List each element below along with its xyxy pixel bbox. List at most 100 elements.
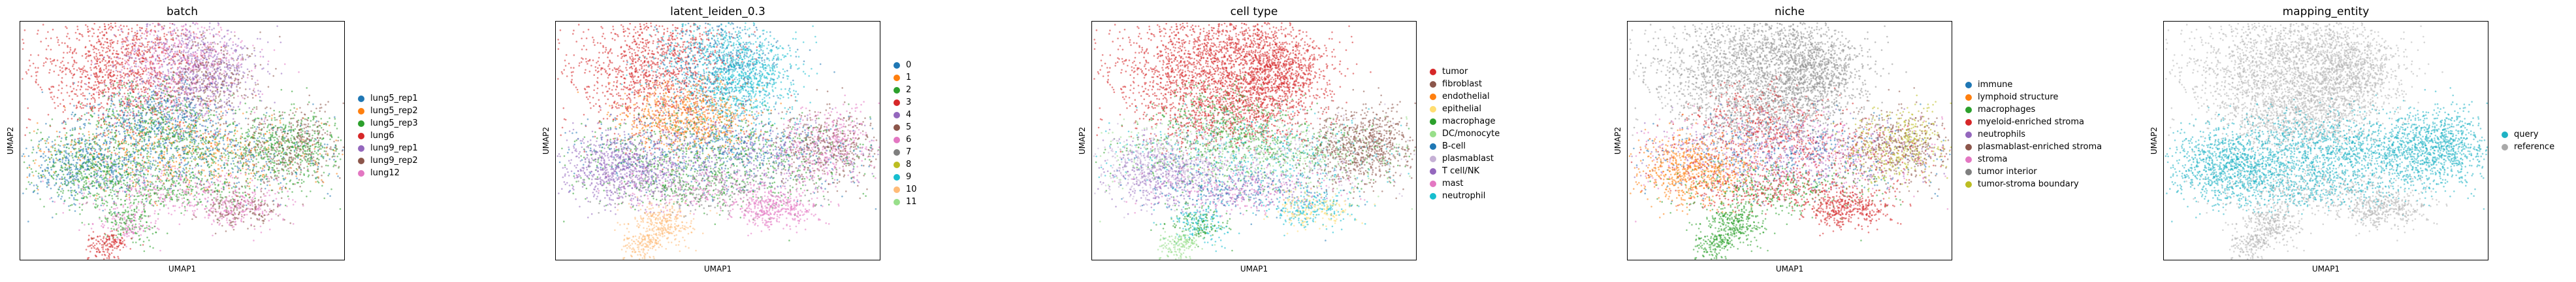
cell-point (176, 129, 178, 131)
cell-point (259, 63, 262, 66)
cell-point (223, 164, 225, 166)
cell-point (193, 63, 196, 65)
cell-point (89, 40, 91, 42)
cell-point (199, 59, 201, 62)
cell-point (64, 69, 67, 71)
cell-point (159, 88, 162, 90)
cell-point (109, 79, 111, 81)
cell-point (125, 73, 127, 75)
cell-point (37, 192, 39, 195)
cell-point (161, 52, 163, 54)
cell-point (156, 204, 158, 207)
cell-point (110, 86, 112, 88)
cell-point (225, 75, 227, 78)
cell-point (80, 115, 83, 117)
cell-point (194, 112, 197, 114)
cell-point (206, 126, 209, 129)
cell-point (182, 109, 184, 111)
cell-point (135, 132, 137, 134)
cell-point (191, 190, 193, 192)
cell-point (188, 123, 191, 125)
cell-point (182, 139, 184, 141)
cell-point (201, 115, 204, 116)
cell-point (140, 35, 142, 37)
cell-point (53, 171, 55, 173)
cell-point (244, 173, 247, 176)
cell-point (86, 56, 88, 58)
cell-point (187, 73, 190, 75)
cell-point (140, 75, 142, 78)
cell-point (172, 161, 175, 164)
cell-point (167, 135, 169, 137)
cell-point (141, 119, 144, 122)
cell-point (208, 133, 210, 135)
cell-point (192, 124, 194, 126)
cell-point (198, 103, 201, 106)
cell-point (44, 139, 46, 142)
cell-point (160, 123, 162, 126)
cell-point (260, 99, 263, 102)
cell-point (176, 68, 179, 71)
cell-point (210, 51, 212, 54)
cell-point (150, 60, 152, 62)
cell-point (191, 69, 194, 71)
cell-point (61, 71, 63, 73)
cell-point (135, 142, 137, 145)
cell-point (199, 112, 201, 115)
cell-point (282, 175, 284, 177)
cell-point (217, 70, 219, 72)
cell-point (198, 169, 200, 172)
cell-point (93, 84, 95, 86)
cell-point (229, 77, 231, 79)
cell-point (79, 88, 82, 91)
cell-point (231, 65, 233, 67)
cell-point (169, 86, 171, 88)
cell-point (114, 169, 116, 171)
cell-point (65, 26, 67, 28)
cell-point (171, 132, 174, 134)
cell-point (236, 69, 238, 72)
cell-point (161, 152, 163, 154)
cell-point (76, 118, 79, 121)
cell-point (193, 177, 195, 179)
cell-point (154, 124, 157, 127)
cell-point (87, 74, 89, 76)
cell-point (87, 139, 89, 141)
cell-point (187, 68, 189, 70)
cell-point (274, 125, 277, 127)
cell-point (135, 65, 137, 67)
cell-point (232, 144, 234, 147)
cell-point (224, 156, 226, 158)
cell-point (283, 63, 286, 65)
cell-point (264, 118, 266, 120)
cell-point (207, 75, 209, 77)
cell-point (163, 142, 165, 145)
cell-point (221, 117, 223, 119)
cell-point (178, 59, 180, 61)
cell-point (174, 124, 176, 126)
cell-point (109, 115, 111, 118)
cell-point (106, 71, 108, 73)
cell-point (204, 62, 207, 64)
cell-point (112, 41, 115, 43)
cell-point (239, 103, 241, 105)
cell-point (196, 135, 198, 137)
cell-point (216, 148, 219, 150)
cell-point (37, 175, 39, 177)
cell-point (208, 28, 210, 31)
cell-point (212, 79, 214, 80)
cell-point (170, 33, 172, 35)
cell-point (127, 155, 130, 157)
cell-point (71, 56, 73, 58)
cell-point (104, 26, 106, 27)
cell-point (211, 47, 214, 50)
cell-point (165, 147, 168, 149)
cell-point (200, 139, 202, 142)
cell-point (159, 37, 161, 39)
cell-point (134, 98, 137, 101)
cell-point (216, 114, 217, 116)
cell-point (88, 131, 90, 133)
cell-point (139, 60, 141, 63)
cell-point (61, 159, 63, 161)
cell-point (169, 103, 172, 105)
